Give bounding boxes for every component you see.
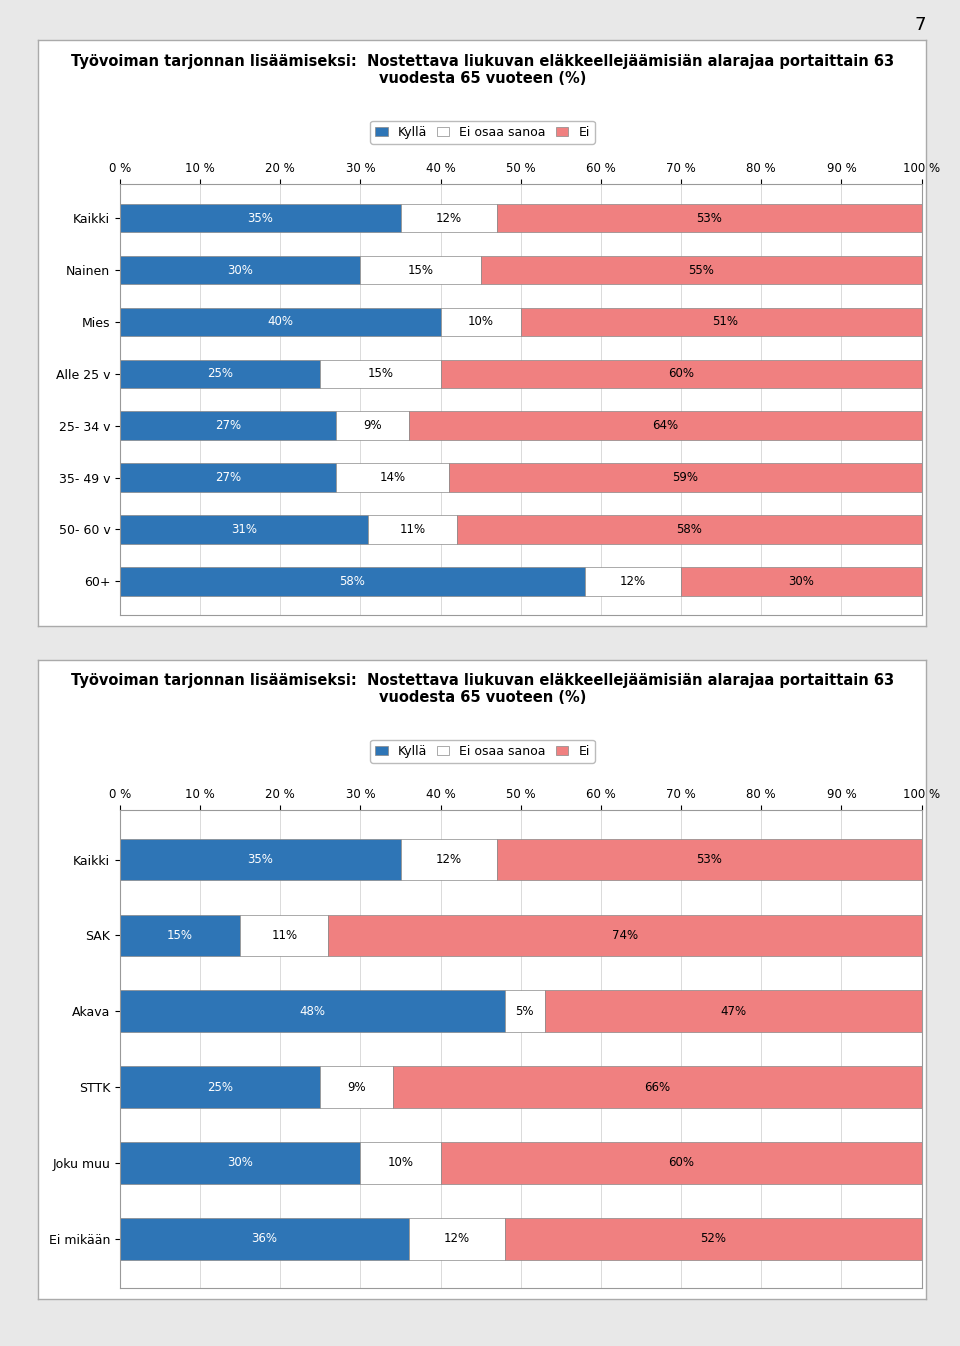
Text: 15%: 15% [368, 367, 394, 381]
Bar [520, 308, 929, 336]
Text: 55%: 55% [688, 264, 714, 276]
Text: 30%: 30% [788, 575, 814, 588]
Text: 58%: 58% [676, 524, 702, 536]
Bar [120, 1066, 321, 1108]
Bar [120, 1218, 409, 1260]
Legend: Kyllä, Ei osaa sanoa, Ei: Kyllä, Ei osaa sanoa, Ei [370, 121, 595, 144]
Text: 35%: 35% [248, 853, 274, 865]
Text: 15%: 15% [167, 929, 193, 942]
Text: 11%: 11% [399, 524, 425, 536]
Bar [545, 991, 922, 1032]
Bar [120, 516, 369, 544]
Bar [120, 203, 400, 233]
Bar [120, 463, 336, 491]
Bar [400, 203, 496, 233]
Bar [585, 567, 682, 596]
Bar [336, 412, 409, 440]
Bar [409, 412, 922, 440]
Text: 74%: 74% [612, 929, 638, 942]
Bar [448, 463, 922, 491]
Text: 35%: 35% [248, 211, 274, 225]
Text: 59%: 59% [672, 471, 698, 485]
Text: 15%: 15% [408, 264, 434, 276]
Legend: Kyllä, Ei osaa sanoa, Ei: Kyllä, Ei osaa sanoa, Ei [370, 740, 595, 763]
Text: 27%: 27% [215, 471, 241, 485]
Bar [361, 256, 481, 284]
Text: 30%: 30% [228, 1156, 253, 1170]
Bar [457, 516, 922, 544]
Bar [393, 1066, 922, 1108]
Text: 9%: 9% [348, 1081, 366, 1094]
Text: 27%: 27% [215, 419, 241, 432]
Text: 9%: 9% [363, 419, 382, 432]
Text: 10%: 10% [468, 315, 493, 328]
Text: 25%: 25% [207, 1081, 233, 1094]
Text: Työvoiman tarjonnan lisäämiseksi:  Nostettava liukuvan eläkkeellejäämisiän alara: Työvoiman tarjonnan lisäämiseksi: Nostet… [71, 673, 894, 705]
Text: 51%: 51% [712, 315, 738, 328]
Text: 53%: 53% [696, 853, 722, 865]
Bar [441, 308, 520, 336]
Text: 5%: 5% [516, 1004, 534, 1018]
Text: 53%: 53% [696, 211, 722, 225]
Text: 14%: 14% [379, 471, 406, 485]
Text: Työvoiman tarjonnan lisäämiseksi:  Nostettava liukuvan eläkkeellejäämisiän alara: Työvoiman tarjonnan lisäämiseksi: Nostet… [71, 54, 894, 86]
Text: 10%: 10% [388, 1156, 414, 1170]
Bar [336, 463, 448, 491]
Bar [400, 839, 496, 880]
Bar [321, 1066, 393, 1108]
Bar [321, 359, 441, 388]
Text: 66%: 66% [644, 1081, 670, 1094]
Bar [120, 1143, 361, 1184]
Bar [682, 567, 922, 596]
Text: 7: 7 [915, 16, 926, 34]
Bar [120, 308, 441, 336]
Text: 47%: 47% [720, 1004, 746, 1018]
Text: 12%: 12% [436, 211, 462, 225]
Bar [328, 914, 922, 956]
Bar [120, 914, 240, 956]
Bar [120, 256, 361, 284]
Bar [409, 1218, 505, 1260]
Text: 30%: 30% [228, 264, 253, 276]
Bar [240, 914, 328, 956]
Bar [441, 359, 922, 388]
Bar [441, 1143, 922, 1184]
Text: 11%: 11% [272, 929, 298, 942]
Text: 12%: 12% [436, 853, 462, 865]
Text: 60%: 60% [668, 1156, 694, 1170]
Bar [481, 256, 922, 284]
Text: 40%: 40% [267, 315, 294, 328]
Text: 25%: 25% [207, 367, 233, 381]
Text: 12%: 12% [444, 1233, 469, 1245]
Text: 36%: 36% [252, 1233, 277, 1245]
Text: 58%: 58% [340, 575, 366, 588]
Text: 52%: 52% [700, 1233, 726, 1245]
Bar [505, 1218, 922, 1260]
Text: 31%: 31% [231, 524, 257, 536]
Bar [496, 203, 922, 233]
Bar [120, 359, 321, 388]
Bar [120, 991, 505, 1032]
Bar [505, 991, 545, 1032]
Bar [120, 839, 400, 880]
Text: 60%: 60% [668, 367, 694, 381]
Bar [120, 567, 585, 596]
Bar [369, 516, 457, 544]
Text: 48%: 48% [300, 1004, 325, 1018]
Bar [120, 412, 336, 440]
Bar [361, 1143, 441, 1184]
Bar [496, 839, 922, 880]
Text: 12%: 12% [620, 575, 646, 588]
Text: 64%: 64% [652, 419, 678, 432]
